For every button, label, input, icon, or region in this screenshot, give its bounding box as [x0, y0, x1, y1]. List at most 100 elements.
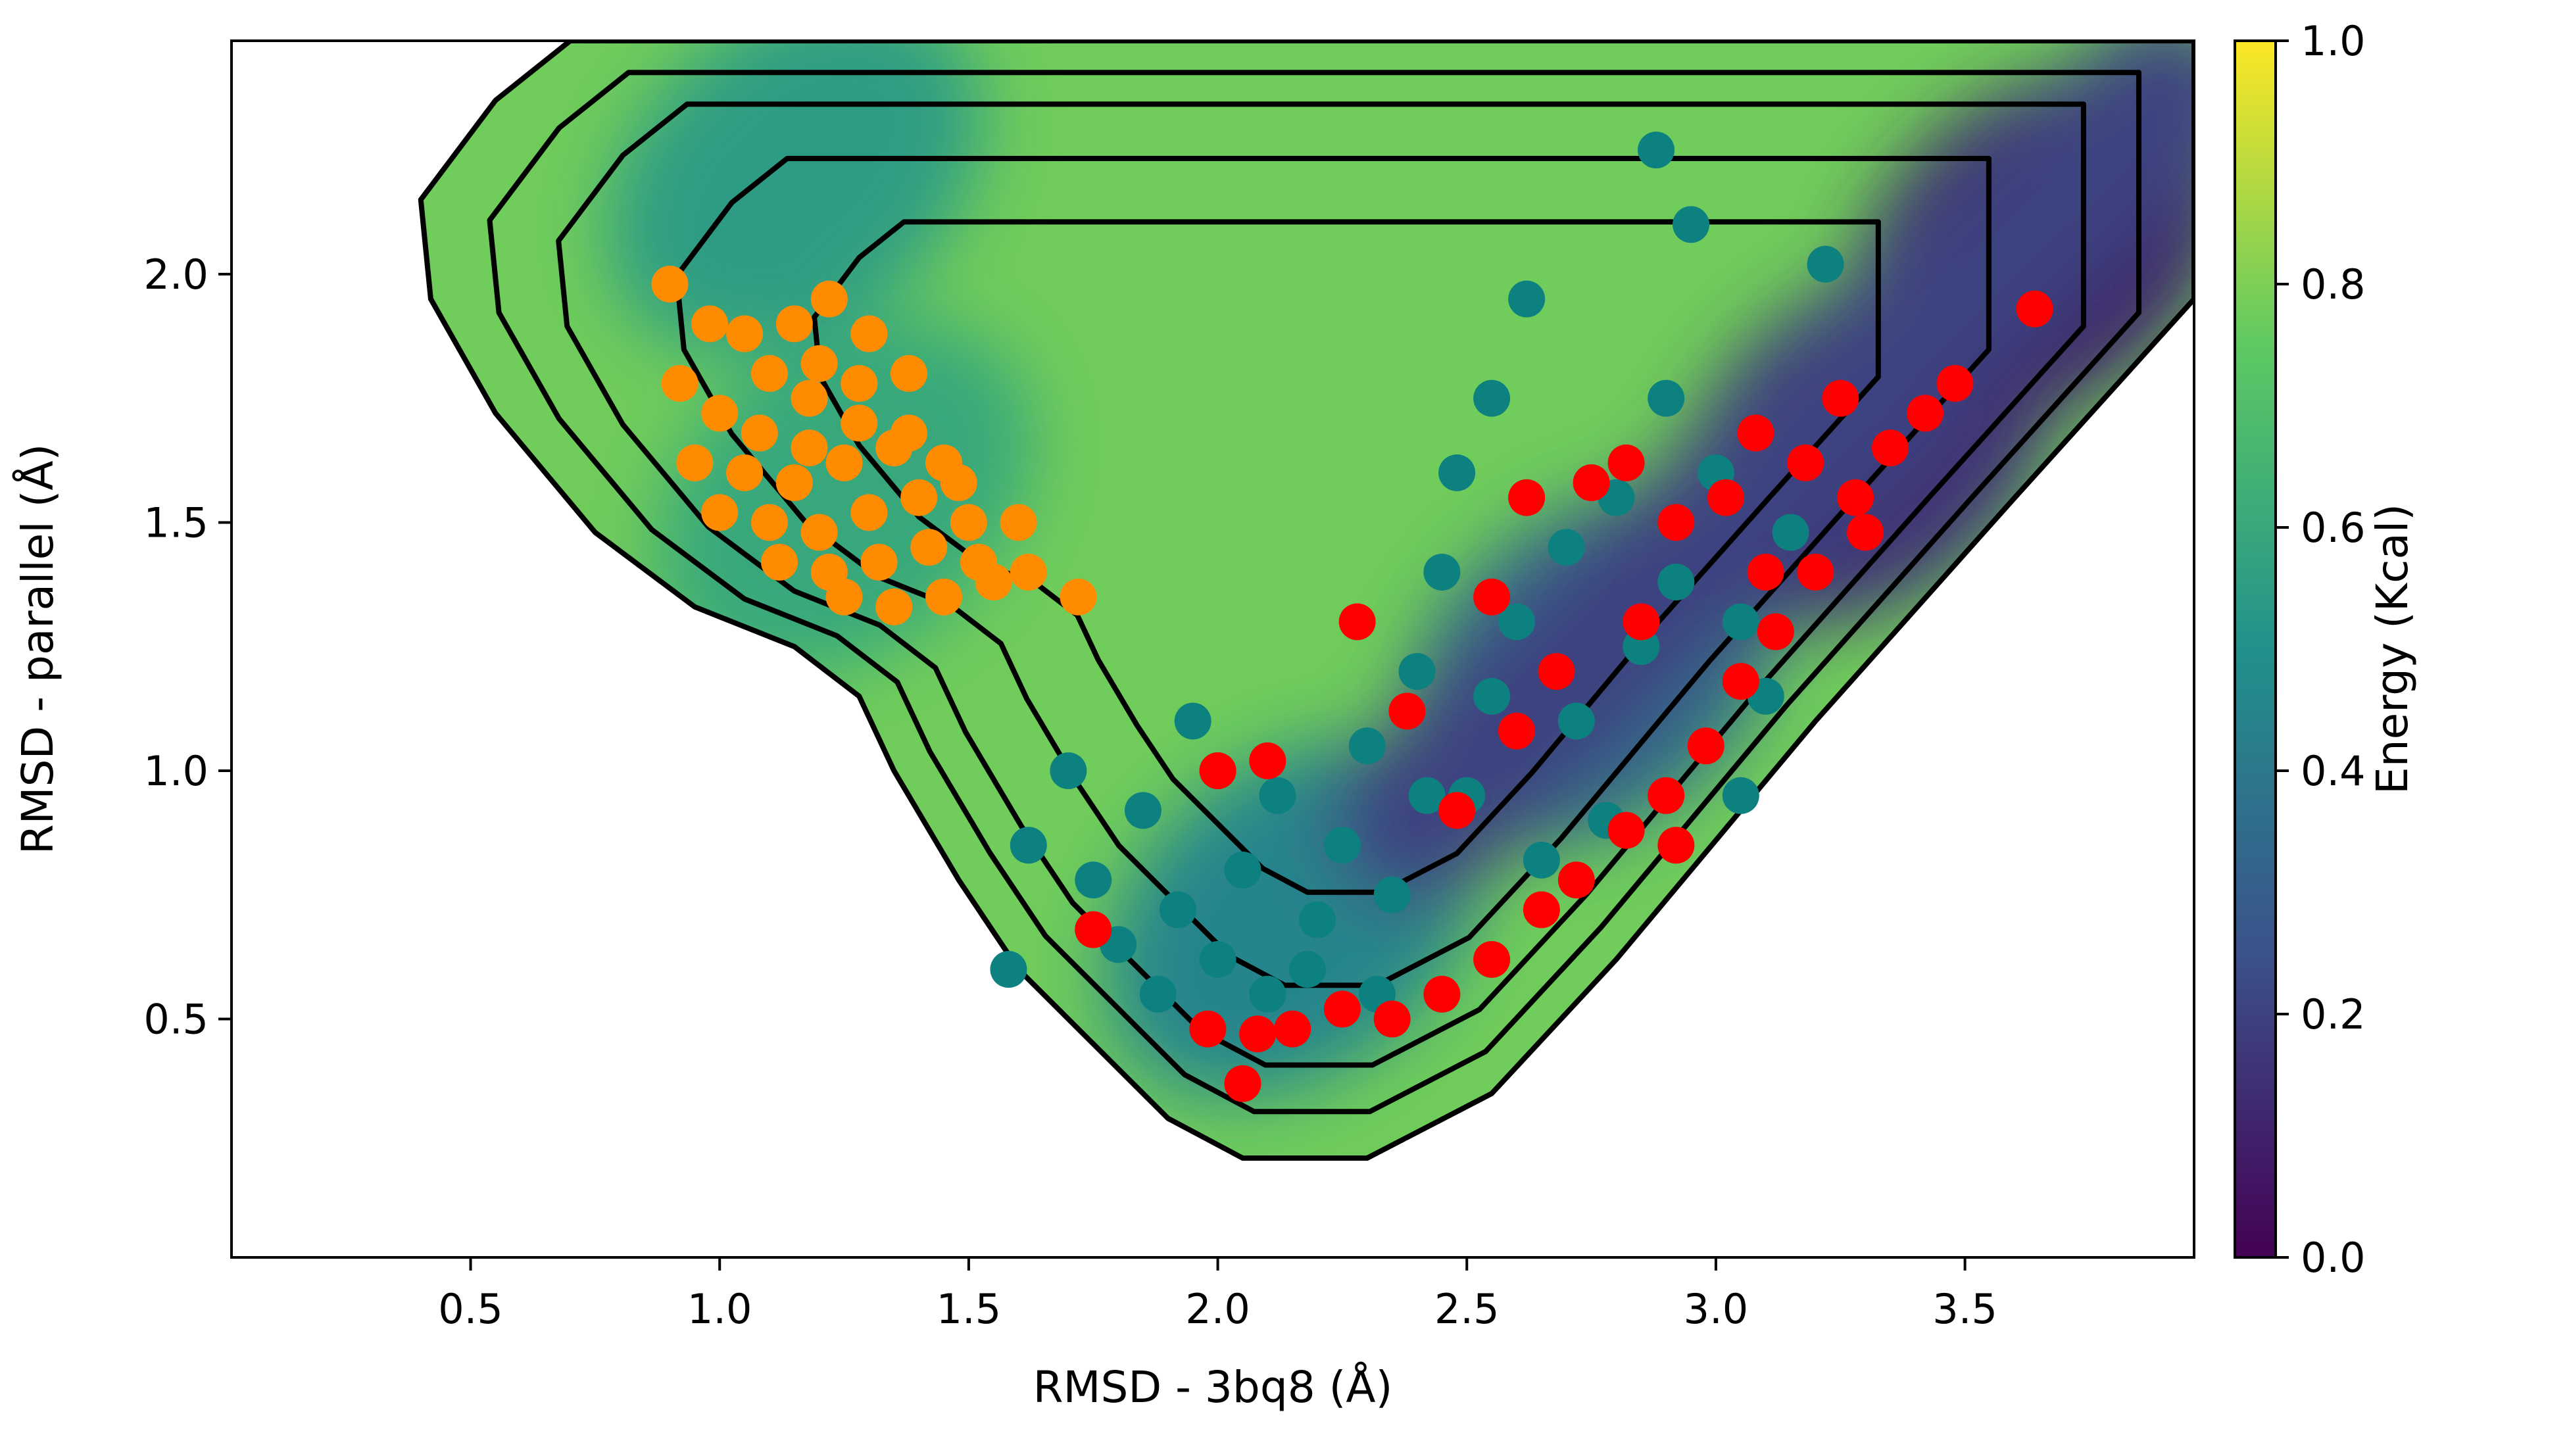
series-0 — [651, 266, 1097, 625]
y-axis-title: RMSD - parallel (Å) — [12, 444, 63, 854]
x-tick-label-3: 2.0 — [1185, 1285, 1250, 1333]
series-2-point-14 — [1757, 613, 1794, 650]
series-1-point-35 — [1722, 777, 1759, 814]
series-2-point-8 — [1523, 891, 1560, 929]
series-2-point-30 — [1657, 504, 1695, 541]
series-0-point-22 — [900, 479, 938, 516]
x-tick-label-2: 1.5 — [937, 1285, 1002, 1333]
series-2-point-19 — [1936, 365, 1974, 402]
trajectory-points — [651, 132, 2053, 1102]
x-tick-label-5: 3.0 — [1684, 1285, 1749, 1333]
series-1-point-29 — [1673, 206, 1710, 243]
series-2-point-13 — [1722, 663, 1759, 700]
series-1-point-1 — [1050, 752, 1087, 789]
colorbar-tick-label-4: 0.8 — [2301, 260, 2366, 308]
series-2-point-5 — [1373, 1000, 1411, 1038]
series-1-point-30 — [1638, 132, 1675, 169]
series-1-point-5 — [1174, 702, 1211, 740]
series-1-point-27 — [1648, 379, 1685, 417]
series-2-point-32 — [1737, 414, 1774, 452]
series-0-point-5 — [850, 315, 888, 352]
series-2-point-18 — [1907, 395, 1944, 432]
series-0-point-0 — [651, 266, 689, 303]
y-tick-label-0: 0.5 — [143, 996, 208, 1044]
series-1-point-17 — [1438, 454, 1476, 491]
series-1-point-9 — [1224, 852, 1261, 889]
y-tick-label-2: 1.5 — [143, 498, 208, 546]
series-0-point-40 — [800, 345, 838, 382]
x-tick-label-4: 2.5 — [1434, 1285, 1500, 1333]
series-1-point-7 — [1139, 975, 1177, 1013]
series-2-point-7 — [1473, 940, 1511, 978]
series-0-point-14 — [775, 464, 813, 502]
series-1-point-24 — [1557, 702, 1595, 740]
series-1-point-10 — [1259, 777, 1296, 814]
series-0-point-3 — [775, 305, 813, 343]
series-2 — [1075, 290, 2053, 1102]
x-tick-label-0: 0.5 — [438, 1285, 503, 1333]
series-2-point-1 — [1189, 1010, 1227, 1048]
series-1-point-15 — [1398, 652, 1436, 690]
series-2-point-29 — [1607, 444, 1645, 481]
series-1-point-32 — [1722, 603, 1759, 641]
series-1-point-11 — [1299, 901, 1336, 938]
series-0-point-32 — [925, 578, 963, 616]
series-1-point-12 — [1323, 827, 1361, 864]
series-1-point-13 — [1348, 727, 1386, 765]
y-tick-label-3: 2.0 — [143, 251, 208, 299]
series-2-point-2 — [1239, 1015, 1277, 1053]
colorbar: 0.0 0.2 0.4 0.6 0.8 1.0 Energy (Kcal) — [2234, 17, 2418, 1282]
series-0-point-18 — [701, 494, 739, 531]
series-2-point-16 — [1836, 479, 1874, 516]
series-2-point-21 — [1199, 752, 1236, 789]
y-tick-label-1: 1.0 — [143, 747, 208, 795]
series-1-point-2 — [1075, 861, 1112, 899]
series-0-point-20 — [800, 514, 838, 551]
x-axis: 0.5 1.0 1.5 2.0 2.5 3.0 3.5 — [438, 1257, 1997, 1333]
series-1-point-4 — [1159, 891, 1196, 929]
series-1-point-0 — [1010, 827, 1047, 864]
series-0-point-1 — [691, 305, 729, 343]
x-axis-title: RMSD - 3bq8 (Å) — [1033, 1362, 1393, 1413]
series-0-point-31 — [875, 588, 913, 625]
x-tick-label-6: 3.5 — [1932, 1285, 1997, 1333]
series-2-point-11 — [1648, 777, 1685, 814]
plot-frame — [230, 39, 2195, 1259]
series-0-point-15 — [825, 444, 863, 481]
series-1-point-8 — [1199, 940, 1236, 978]
colorbar-title: Energy (Kcal) — [2367, 504, 2418, 794]
series-0-point-11 — [891, 354, 928, 392]
series-1-point-36 — [1249, 975, 1286, 1013]
series-0-point-26 — [860, 543, 898, 581]
series-0-point-41 — [750, 354, 788, 392]
series-2-point-38 — [1847, 514, 1884, 551]
energy-minimum-0 — [606, 41, 983, 353]
series-0-point-33 — [975, 564, 1012, 601]
series-2-point-17 — [1872, 429, 1909, 467]
series-2-point-23 — [1338, 603, 1376, 641]
contour-line-1 — [487, 70, 2141, 1115]
series-0-point-29 — [1010, 553, 1047, 591]
series-0-point-7 — [701, 395, 739, 432]
series-2-point-25 — [1438, 792, 1476, 829]
series-2-point-0 — [1075, 911, 1112, 948]
series-0-point-13 — [726, 454, 764, 491]
series-2-point-35 — [1473, 578, 1511, 616]
series-0-point-12 — [676, 444, 714, 481]
series-2-point-41 — [1623, 603, 1660, 641]
series-2-point-9 — [1557, 861, 1595, 899]
series-0-point-30 — [825, 578, 863, 616]
series-2-point-4 — [1323, 990, 1361, 1028]
series-1-point-41 — [1523, 841, 1560, 879]
colorbar-tick-label-5: 1.0 — [2301, 17, 2366, 65]
series-2-point-20 — [2016, 290, 2053, 328]
series-0-point-39 — [940, 464, 977, 502]
series-2-point-10 — [1607, 812, 1645, 849]
series-2-point-22 — [1249, 742, 1286, 779]
series-2-point-26 — [1498, 712, 1535, 750]
series-0-point-4 — [810, 280, 848, 318]
series-1-point-21 — [1473, 379, 1511, 417]
series-2-point-6 — [1423, 975, 1461, 1013]
